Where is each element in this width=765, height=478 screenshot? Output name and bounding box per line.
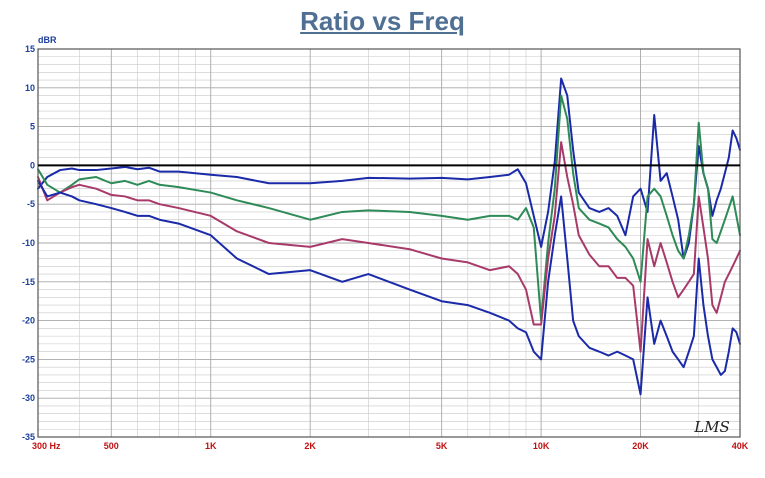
series-line-4 <box>37 179 741 396</box>
y-tick-label: -15 <box>22 277 35 287</box>
x-tick-label: 2K <box>304 441 316 451</box>
y-tick-label: -30 <box>22 393 35 403</box>
lms-watermark: LMS <box>693 418 730 436</box>
y-tick-label: -20 <box>22 316 35 326</box>
x-tick-label: 500 <box>104 441 119 451</box>
plot-frame <box>37 48 741 438</box>
series-line-3 <box>37 141 741 353</box>
y-tick-label: 15 <box>25 44 35 54</box>
x-tick-label: 40K <box>732 441 749 451</box>
x-tick-label: 20K <box>632 441 649 451</box>
x-tick-label: 5K <box>436 441 448 451</box>
grid <box>37 48 741 438</box>
series-layer <box>37 77 741 396</box>
y-tick-label: 5 <box>30 122 35 132</box>
chart-title: Ratio vs Freq <box>300 6 465 36</box>
series-line-1 <box>37 77 741 260</box>
frame <box>37 48 741 438</box>
y-unit-label: dBR <box>38 35 57 45</box>
series-line-2 <box>37 94 741 322</box>
y-tick-label: 10 <box>25 83 35 93</box>
y-tick-label: -25 <box>22 354 35 364</box>
x-tick-label: 300 Hz <box>32 441 61 451</box>
y-tick-label: -5 <box>27 199 35 209</box>
y-tick-label: -35 <box>22 432 35 442</box>
x-tick-label: 10K <box>533 441 550 451</box>
y-tick-label: 0 <box>30 160 35 170</box>
x-tick-label: 1K <box>205 441 217 451</box>
y-tick-label: -10 <box>22 238 35 248</box>
